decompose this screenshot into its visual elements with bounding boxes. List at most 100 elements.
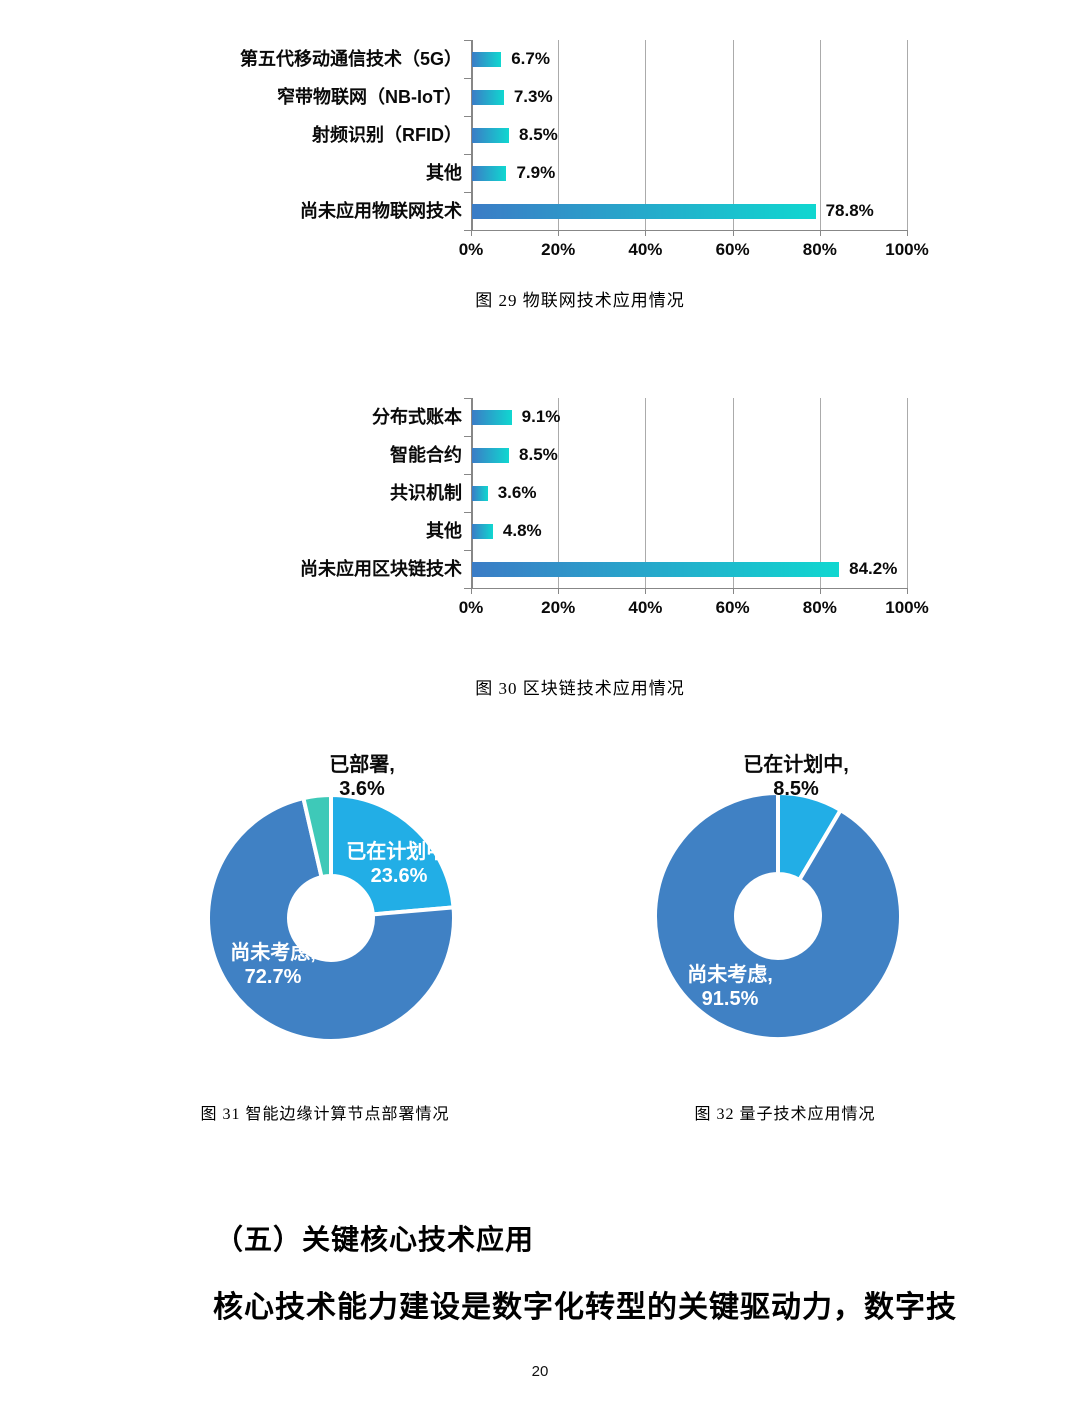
- page-number: 20: [531, 1363, 549, 1380]
- bar-5: [472, 203, 816, 219]
- edge-slice-label-not-considered: 尚未考虑, 72.7%: [230, 942, 316, 988]
- category-axis-tick: [464, 230, 471, 231]
- donut-slice-尚未考虑: [206, 796, 456, 1043]
- gridline: [907, 40, 908, 230]
- value-axis-tick: [819, 588, 821, 594]
- category-label: 窄带物联网（NB-IoT）: [277, 87, 462, 107]
- edge-donut-svg: [206, 793, 456, 1043]
- bar-value-label: 7.3%: [513, 87, 553, 106]
- edge-slice-label-planned: 已在计划中, 23.6%: [346, 841, 452, 887]
- bar-5: [472, 561, 840, 577]
- category-label: 智能合约: [390, 445, 462, 465]
- bar-value-label: 4.8%: [502, 521, 542, 540]
- quantum-slice-label-planned: 已在计划中, 8.5%: [743, 754, 849, 800]
- category-label: 其他: [426, 521, 462, 541]
- value-axis-tick: [645, 230, 647, 236]
- gridline: [819, 398, 821, 588]
- x-axis-tick-label: 20%: [541, 240, 576, 259]
- category-label: 分布式账本: [372, 407, 462, 427]
- value-axis-tick: [907, 588, 908, 594]
- figure-31-caption: 图 31 智能边缘计算节点部署情况: [200, 1106, 450, 1123]
- value-axis-tick: [645, 588, 647, 594]
- x-axis-tick-label: 20%: [541, 598, 576, 617]
- gridline: [558, 398, 560, 588]
- value-axis-tick: [471, 588, 472, 594]
- value-axis-tick: [819, 230, 821, 236]
- bar-value-label: 78.8%: [825, 201, 874, 220]
- x-axis-tick-label: 0%: [458, 240, 484, 259]
- donut-slice-已在计划中: [329, 793, 456, 917]
- bar-value-label: 8.5%: [519, 125, 558, 144]
- category-axis-tick: [464, 154, 471, 155]
- figure-29-caption: 图 29 物联网技术应用情况: [475, 291, 685, 310]
- category-label: 共识机制: [390, 483, 462, 503]
- x-axis-tick-label: 60%: [715, 240, 750, 259]
- value-axis-line: [471, 588, 907, 589]
- figure-32-caption: 图 32 量子技术应用情况: [694, 1106, 876, 1123]
- category-axis-tick: [464, 474, 471, 475]
- gridline: [907, 398, 908, 588]
- category-axis-tick: [464, 192, 471, 193]
- bar-4: [472, 523, 493, 539]
- category-axis-tick: [464, 588, 471, 589]
- section-heading: （五）关键核心技术应用: [215, 1225, 535, 1256]
- donut-slice-尚未考虑: [653, 791, 903, 1041]
- x-axis-tick-label: 40%: [628, 240, 663, 259]
- category-axis-tick: [464, 116, 471, 117]
- bar-value-label: 84.2%: [849, 559, 898, 578]
- category-axis-tick: [464, 436, 471, 437]
- category-axis-tick: [464, 78, 471, 79]
- bar-3: [472, 127, 510, 143]
- gridline: [558, 40, 560, 230]
- bar-value-label: 6.7%: [511, 49, 550, 68]
- gridline: [732, 398, 734, 588]
- gridline: [732, 40, 734, 230]
- body-paragraph: 核心技术能力建设是数字化转型的关键驱动力，数字技: [213, 1291, 957, 1324]
- value-axis-tick: [471, 230, 472, 236]
- category-axis-tick: [464, 550, 471, 551]
- value-axis-tick: [732, 230, 734, 236]
- bar-value-label: 3.6%: [497, 483, 537, 502]
- gridline: [645, 40, 647, 230]
- value-axis-tick: [558, 230, 560, 236]
- x-axis-tick-label: 60%: [715, 598, 750, 617]
- bar-value-label: 8.5%: [519, 445, 558, 464]
- quantum-donut-svg: [653, 791, 903, 1041]
- category-axis-tick: [464, 398, 471, 399]
- bar-3: [472, 485, 488, 501]
- bar-4: [472, 165, 507, 181]
- category-label: 其他: [426, 163, 462, 183]
- bar-1: [472, 51, 502, 67]
- value-axis-tick: [907, 230, 908, 236]
- value-axis-line: [471, 230, 907, 231]
- bar-2: [472, 447, 510, 463]
- x-axis-tick-label: 80%: [802, 240, 837, 259]
- gridline: [819, 40, 821, 230]
- value-axis-tick: [732, 588, 734, 594]
- bar-2: [472, 89, 504, 105]
- x-axis-tick-label: 100%: [885, 598, 929, 617]
- x-axis-tick-label: 0%: [458, 598, 484, 617]
- category-label: 射频识别（RFID）: [312, 125, 462, 145]
- gridline: [645, 398, 647, 588]
- quantum-slice-label-not-considered: 尚未考虑, 91.5%: [687, 964, 773, 1010]
- category-axis-tick: [464, 40, 471, 41]
- blockchain-bar-chart: 分布式账本 9.1% 智能合约 8.5% 共识机制 3.6% 其他 4.8% 尚未应用区块链技术…: [0, 358, 1080, 648]
- iot-bar-chart: 第五代移动通信技术（5G） 6.7% 窄带物联网（NB-IoT） 7.3% 射频识别（R…: [0, 0, 1080, 290]
- edge-slice-label-deployed: 已部署, 3.6%: [329, 754, 395, 800]
- category-label: 第五代移动通信技术（5G）: [239, 49, 462, 69]
- bar-value-label: 9.1%: [521, 407, 561, 426]
- category-label: 尚未应用区块链技术: [300, 559, 462, 579]
- edge-donut-chart: 已部署, 3.6% 已在计划中, 23.6% 尚未考虑, 72.7%: [150, 745, 540, 1067]
- bar-1: [472, 409, 512, 425]
- value-axis-tick: [558, 588, 560, 594]
- bar-value-label: 7.9%: [516, 163, 556, 182]
- category-axis-tick: [464, 512, 471, 513]
- category-label: 尚未应用物联网技术: [300, 201, 462, 221]
- x-axis-tick-label: 40%: [628, 598, 663, 617]
- donut-slice-已部署: [301, 793, 333, 880]
- x-axis-tick-label: 100%: [885, 240, 929, 259]
- figure-30-caption: 图 30 区块链技术应用情况: [475, 679, 685, 698]
- x-axis-tick-label: 80%: [802, 598, 837, 617]
